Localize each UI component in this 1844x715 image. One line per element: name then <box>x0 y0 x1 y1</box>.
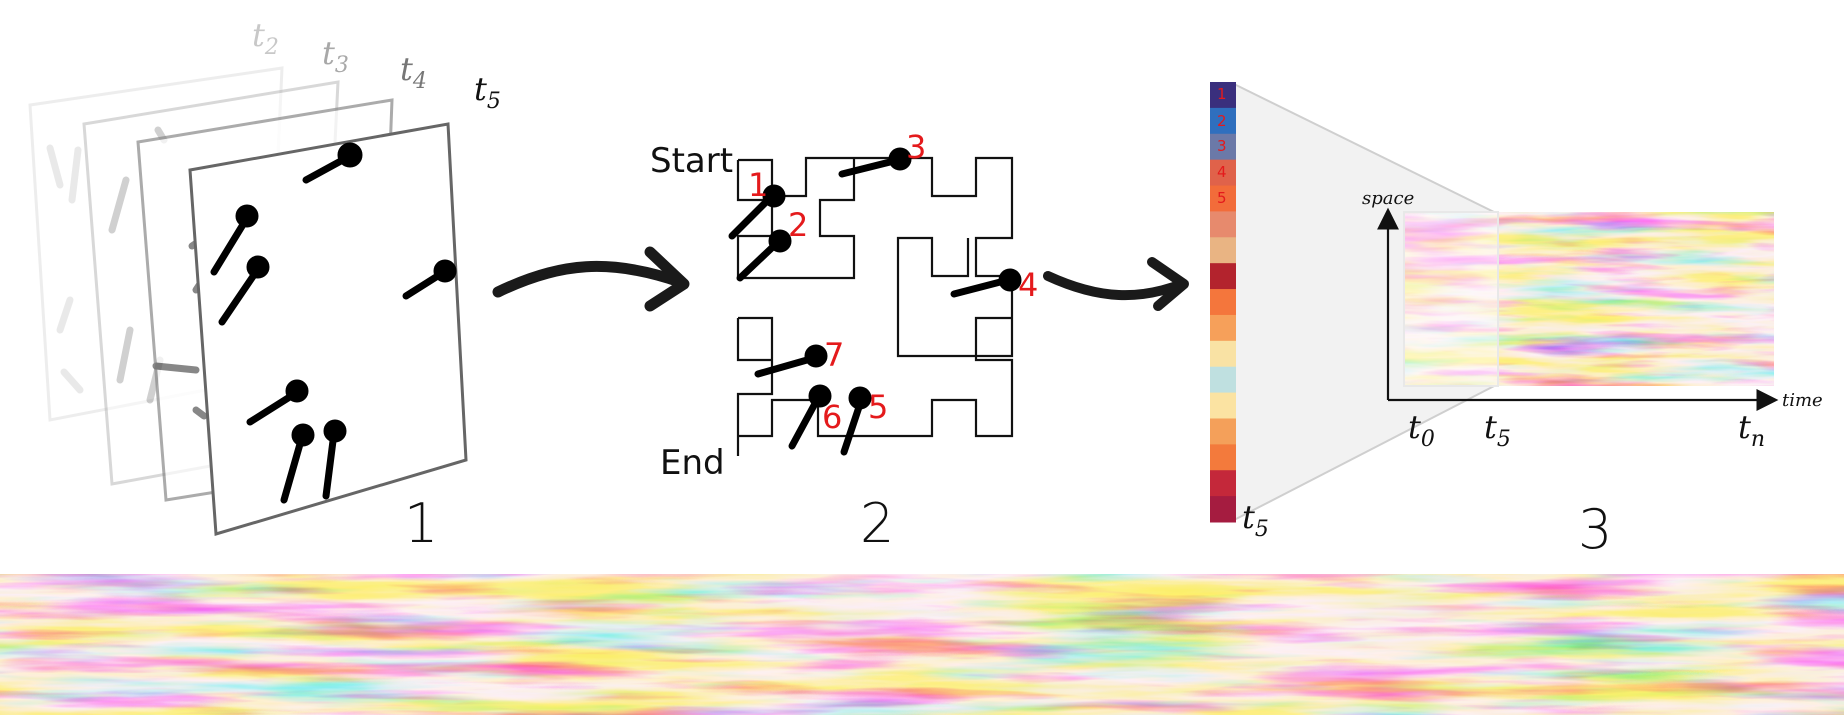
frame-stack: t2 t3 t4 t5 1 <box>28 16 501 555</box>
space-time-heatmap <box>1403 211 1774 387</box>
point-label-2: 2 <box>788 206 808 244</box>
point-label-5: 5 <box>868 388 888 426</box>
column-cell <box>1210 107 1236 135</box>
hilbert-curve <box>736 156 1014 456</box>
start-label: Start <box>650 141 733 181</box>
column-label-3: 3 <box>1217 137 1227 155</box>
step-number-1: 1 <box>404 492 438 555</box>
curve-stick-markers <box>728 147 1022 456</box>
column-label-4: 4 <box>1217 163 1227 181</box>
step-number-2: 2 <box>860 492 894 555</box>
hilbert-curve-panel: Start End 1 2 3 4 5 6 7 2 <box>650 128 1038 555</box>
column-cell <box>1210 133 1236 161</box>
column-cell <box>1210 237 1236 264</box>
point-label-3: 3 <box>906 128 926 166</box>
column-label-1: 1 <box>1217 85 1227 103</box>
feature-column <box>1210 82 1236 523</box>
frame-label-t4: t4 <box>400 50 427 94</box>
column-cell <box>1210 340 1236 368</box>
column-cell <box>1210 366 1236 394</box>
point-label-7: 7 <box>824 336 844 374</box>
point-label-1: 1 <box>748 166 768 204</box>
end-label: End <box>660 443 725 483</box>
column-label-5: 5 <box>1217 189 1227 207</box>
column-cell <box>1210 314 1236 342</box>
column-cell <box>1210 159 1236 187</box>
tick-t5: t5 <box>1484 408 1511 452</box>
column-label-2: 2 <box>1217 112 1227 130</box>
point-label-4: 4 <box>1018 266 1038 304</box>
column-cell <box>1210 263 1236 290</box>
frame-label-t5: t5 <box>474 70 501 114</box>
time-axis-label: time <box>1782 390 1823 411</box>
column-cell <box>1210 418 1236 445</box>
column-cell <box>1210 496 1236 523</box>
tick-t0: t0 <box>1408 408 1435 452</box>
frame-label-t2: t2 <box>252 16 279 60</box>
column-cell <box>1210 82 1236 109</box>
tick-tn: tn <box>1738 408 1765 452</box>
frame-label-t3: t3 <box>322 34 349 78</box>
column-cell <box>1210 185 1236 212</box>
column-cell <box>1210 470 1236 497</box>
column-cell <box>1210 392 1236 419</box>
frame-t5 <box>188 122 468 536</box>
column-time-label: t5 <box>1242 498 1269 542</box>
stick-markers <box>210 142 457 504</box>
space-axis-label: space <box>1362 188 1414 209</box>
current-time-highlight <box>1404 212 1498 386</box>
column-cell <box>1210 444 1236 471</box>
point-label-6: 6 <box>822 398 842 436</box>
column-cell <box>1210 289 1236 316</box>
heatmap-axes <box>1377 207 1779 411</box>
curve-point-labels: 1 2 3 4 5 6 7 <box>748 128 1038 436</box>
column-cell <box>1210 211 1236 238</box>
arrow-1 <box>492 246 690 312</box>
step-number-3: 3 <box>1578 498 1612 561</box>
column-index-labels: 1 2 3 4 5 <box>1217 85 1227 207</box>
full-timeline-strip <box>0 574 1844 715</box>
arrow-2 <box>1043 257 1189 311</box>
